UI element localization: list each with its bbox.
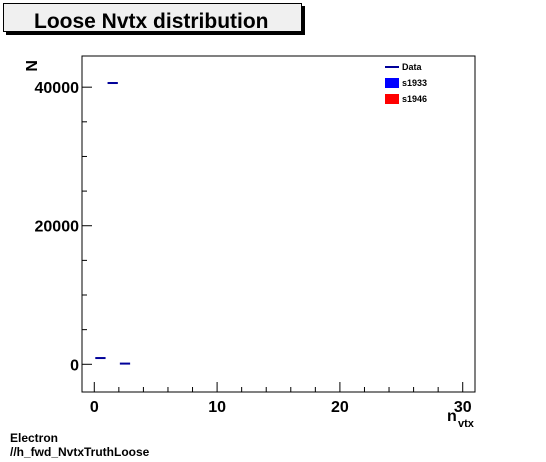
y-tick-label: 40000 — [35, 80, 80, 97]
x-tick-label: 20 — [331, 399, 349, 416]
legend-box-marker — [385, 94, 399, 104]
legend-label: s1946 — [402, 94, 427, 104]
y-tick-label: 20000 — [35, 219, 80, 236]
legend-label: Data — [402, 62, 423, 72]
legend-label: s1933 — [402, 78, 427, 88]
chart-title: Loose Nvtx distribution — [34, 10, 269, 33]
x-tick-label: 30 — [454, 399, 472, 416]
axes: 0 10 20 30 0 20000 40000 Nn vtx — [24, 55, 476, 430]
footer: Electron //h_fwd_NvtxTruthLoose — [10, 431, 149, 459]
y-tick-label: 0 — [70, 357, 79, 374]
x-tick-label: 0 — [90, 399, 99, 416]
footer-line-1: Electron — [10, 431, 59, 445]
legend-box-marker — [385, 78, 399, 88]
x-axis-label: n — [447, 408, 457, 425]
footer-line-2: //h_fwd_NvtxTruthLoose — [10, 445, 150, 459]
plot-frame — [81, 55, 476, 393]
data-marks — [95, 82, 131, 365]
y-axis-label: N — [24, 60, 41, 72]
title-box: Loose Nvtx distribution — [3, 3, 302, 33]
x-axis-label-subscript: vtx — [458, 418, 475, 430]
legend: Data s1933 s1946 — [385, 62, 427, 104]
x-tick-label: 10 — [208, 399, 226, 416]
